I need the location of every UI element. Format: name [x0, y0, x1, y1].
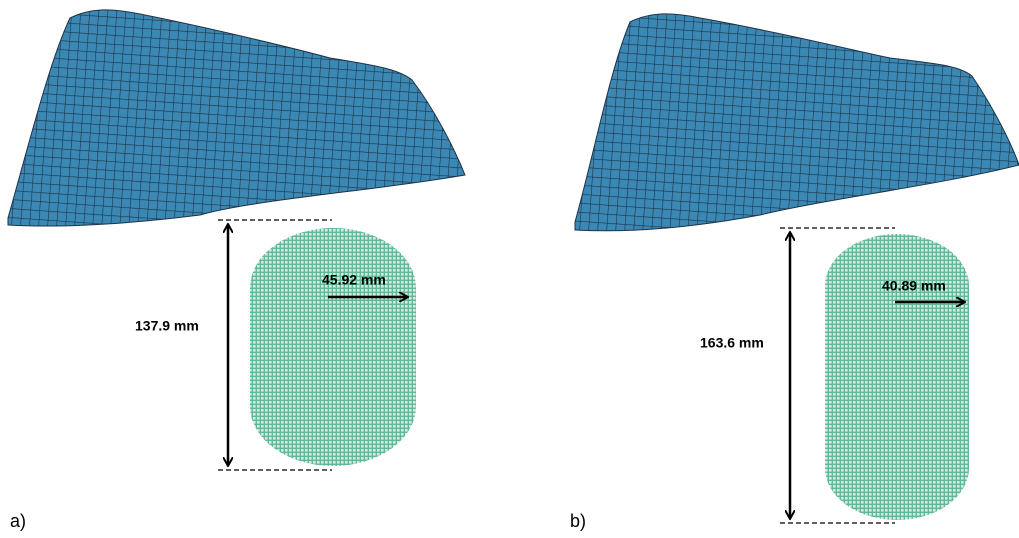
width-label: 40.89 mm — [882, 278, 946, 294]
height-label: 163.6 mm — [700, 335, 764, 351]
panel-a: 137.9 mm 45.92 mm a) — [8, 10, 465, 531]
width-label: 45.92 mm — [322, 272, 386, 288]
surface-mesh — [575, 14, 1019, 231]
height-label: 137.9 mm — [135, 318, 199, 334]
contact-patch — [250, 228, 416, 466]
surface-mesh — [8, 10, 465, 226]
figure: 137.9 mm 45.92 mm a) 163.6 mm 40.89 mm b… — [0, 0, 1019, 538]
panel-label: b) — [570, 511, 586, 531]
panel-label: a) — [10, 511, 26, 531]
panel-b: 163.6 mm 40.89 mm b) — [570, 14, 1019, 531]
